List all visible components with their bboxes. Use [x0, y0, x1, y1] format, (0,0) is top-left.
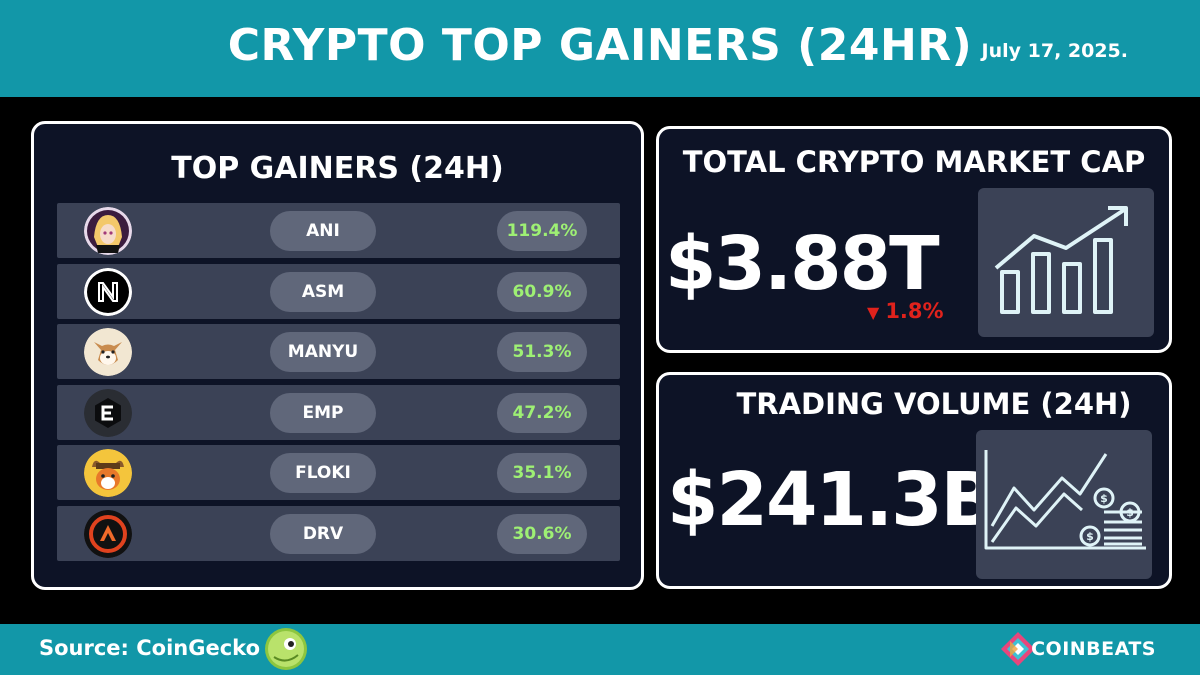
emp-icon	[84, 388, 132, 437]
market-cap-title: TOTAL CRYPTO MARKET CAP	[682, 145, 1146, 179]
drv-icon	[84, 509, 132, 558]
market-cap-change: ▼ 1.8%	[867, 299, 944, 323]
svg-text:$: $	[1100, 492, 1108, 505]
trading-volume-title: TRADING VOLUME (24H)	[736, 387, 1132, 421]
line-chart-coins-icon: $ $ $	[976, 430, 1152, 579]
ticker-label: ASM	[270, 271, 376, 312]
market-cap-change-value: 1.8%	[885, 299, 944, 323]
brand-label: COINBEATS	[1031, 638, 1156, 660]
gainer-row: ANI 119.4%	[57, 203, 620, 258]
ticker-label: MANYU	[270, 332, 376, 372]
trading-volume-value: $241.3B	[667, 457, 997, 543]
date-label: July 17, 2025.	[981, 40, 1128, 62]
gainer-row: EMP 47.2%	[57, 384, 620, 440]
gainer-row: FLOKI 35.1%	[57, 445, 620, 500]
gainer-row: ASM 60.9%	[57, 263, 620, 319]
gainer-row: MANYU 51.3%	[57, 324, 620, 379]
gainer-row: DRV 30.6%	[57, 505, 620, 561]
ticker-label: EMP	[270, 392, 376, 433]
percent-change: 60.9%	[497, 271, 587, 312]
ticker-label: FLOKI	[270, 453, 376, 493]
floki-icon	[84, 449, 132, 497]
ani-icon	[84, 207, 132, 255]
manyu-icon	[84, 328, 132, 376]
source-label: Source: CoinGecko	[39, 636, 261, 660]
gainers-list: ANI 119.4% ASM 60.9% MANYU 51.3% EMP 47.…	[57, 203, 620, 566]
down-triangle-icon: ▼	[867, 303, 880, 322]
page-title: CRYPTO TOP GAINERS (24HR)	[227, 20, 973, 71]
ticker-label: DRV	[270, 513, 376, 554]
coinbeats-logo-icon	[998, 629, 1038, 669]
svg-text:$: $	[1086, 530, 1094, 543]
trading-volume-panel: TRADING VOLUME (24H) $241.3B $ $ $	[656, 372, 1172, 589]
asm-icon	[84, 267, 132, 316]
percent-change: 119.4%	[497, 211, 587, 251]
top-gainers-panel: TOP GAINERS (24H) ANI 119.4% ASM 60.9% M…	[31, 121, 644, 590]
top-gainers-title: TOP GAINERS (24H)	[171, 151, 504, 186]
bar-chart-up-icon	[978, 188, 1154, 337]
ticker-label: ANI	[270, 211, 376, 251]
percent-change: 35.1%	[497, 453, 587, 493]
percent-change: 51.3%	[497, 332, 587, 372]
market-cap-panel: TOTAL CRYPTO MARKET CAP $3.88T ▼ 1.8%	[656, 126, 1172, 353]
svg-text:$: $	[1126, 506, 1134, 519]
percent-change: 47.2%	[497, 392, 587, 433]
header-bar: CRYPTO TOP GAINERS (24HR) July 17, 2025.	[0, 0, 1200, 97]
market-cap-value: $3.88T	[665, 221, 940, 307]
footer-bar: Source: CoinGecko COINBEATS	[0, 624, 1200, 675]
coingecko-icon	[264, 627, 308, 671]
percent-change: 30.6%	[497, 513, 587, 554]
